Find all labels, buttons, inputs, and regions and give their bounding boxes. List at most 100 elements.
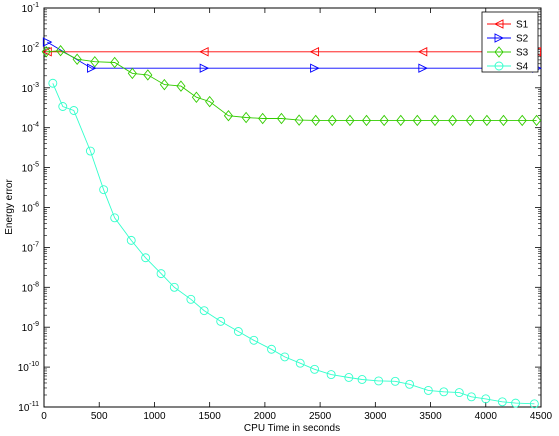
data-point-S4 [326, 370, 336, 380]
series-layer [41, 37, 542, 409]
data-point-S3 [294, 114, 304, 126]
data-point-S3 [517, 114, 527, 127]
data-point-S4 [374, 376, 384, 386]
x-tick-label: 3500 [419, 411, 442, 422]
x-tick-label: 1500 [199, 411, 222, 422]
y-tick-label: 10-6 [22, 202, 39, 215]
series-S2 [42, 37, 542, 73]
data-point-S4 [141, 253, 151, 263]
y-tick-label: 10-4 [22, 122, 39, 135]
data-point-S4 [344, 373, 354, 382]
legend-box [481, 11, 539, 73]
y-tick-label: 10-2 [22, 42, 39, 55]
data-point-S4 [58, 102, 68, 111]
series-S3 [41, 44, 542, 127]
x-tick-label: 0 [41, 411, 47, 422]
legend-marker-S1 [493, 19, 504, 29]
data-point-S3 [176, 80, 186, 92]
y-tick-label: 10-10 [18, 361, 39, 374]
data-point-S3 [379, 114, 389, 127]
data-point-S4 [481, 394, 491, 404]
data-point-S4 [85, 146, 95, 156]
data-point-S3 [396, 114, 406, 127]
data-point-S3 [448, 114, 458, 127]
data-point-S4 [186, 294, 196, 304]
legend-label-S1: S1 [516, 20, 529, 31]
x-tick-label: 500 [91, 411, 108, 422]
y-tick-label: 10-5 [22, 162, 39, 175]
legend-marker-S4 [494, 61, 504, 71]
data-point-S2 [42, 37, 53, 47]
data-point-S3 [241, 111, 251, 124]
data-point-S3 [41, 46, 51, 58]
data-point-S3 [205, 95, 215, 108]
data-point-S4 [126, 235, 136, 245]
data-point-S4 [390, 376, 400, 386]
legend-marker-S3 [494, 46, 504, 58]
y-tick-label: 10-11 [18, 401, 39, 414]
y-tick-label: 10-8 [22, 281, 39, 294]
y-tick-label: 10-7 [22, 241, 39, 254]
x-axis-label: CPU Time in seconds [244, 423, 340, 434]
data-point-S3 [482, 114, 492, 127]
data-point-S4 [99, 185, 109, 195]
data-point-S1 [199, 47, 209, 57]
data-point-S3 [159, 78, 169, 91]
data-point-S1 [417, 47, 428, 57]
data-point-S4 [295, 358, 305, 368]
data-point-S3 [258, 112, 268, 125]
data-point-S4 [454, 388, 464, 398]
data-point-S2 [310, 63, 320, 73]
data-point-S4 [216, 316, 226, 326]
data-point-S4 [423, 385, 433, 395]
plot-area [43, 7, 542, 408]
data-point-S3 [430, 114, 440, 127]
x-tick-label: 4000 [475, 411, 498, 422]
data-point-S3 [223, 109, 234, 122]
legend-label-S3: S3 [516, 48, 529, 59]
data-point-S3 [143, 69, 153, 81]
data-point-S4 [48, 78, 58, 88]
ticks: 0 500 1000 1500 2000 2500 3000 3500 4000 4500 10-1… [18, 2, 553, 422]
data-point-S4 [267, 344, 276, 354]
data-point-S3 [327, 114, 337, 127]
data-point-S2 [87, 63, 97, 73]
data-point-S4 [497, 397, 507, 407]
data-point-S3 [345, 114, 355, 127]
data-point-S3 [465, 114, 475, 127]
x-tick-label: 1000 [143, 411, 166, 422]
data-point-S1 [309, 47, 320, 57]
data-point-S4 [233, 327, 243, 336]
data-point-S3 [311, 114, 321, 127]
data-point-S4 [439, 387, 449, 397]
data-point-S4 [69, 106, 79, 115]
data-point-S3 [412, 114, 422, 127]
data-point-S4 [310, 364, 320, 374]
data-point-S4 [199, 306, 209, 316]
data-point-S3 [532, 114, 542, 127]
data-point-S4 [280, 352, 290, 362]
x-tick-label: 4500 [530, 411, 553, 422]
data-point-S3 [90, 56, 100, 68]
y-tick-label: 10-9 [22, 321, 39, 334]
legend-marker-S2 [494, 33, 505, 43]
data-point-S4 [466, 392, 476, 402]
legend-label-S2: S2 [516, 34, 529, 45]
data-point-S2 [418, 63, 428, 73]
series-line-S4 [52, 83, 535, 405]
data-point-S3 [72, 53, 82, 65]
data-point-S4 [169, 282, 179, 292]
data-point-S3 [110, 56, 120, 69]
x-tick-label: 3000 [364, 411, 387, 422]
y-tick-label: 10-1 [22, 2, 39, 15]
legend-label-S4: S4 [516, 62, 529, 73]
series-line-S2 [47, 41, 537, 69]
data-point-S4 [529, 399, 539, 409]
x-tick-label: 2000 [254, 411, 277, 422]
data-point-S4 [110, 213, 120, 223]
data-point-S4 [405, 379, 415, 389]
data-point-S3 [498, 114, 509, 127]
legend: S1 S2 S3 S4 [481, 11, 539, 73]
data-point-S3 [127, 67, 137, 80]
